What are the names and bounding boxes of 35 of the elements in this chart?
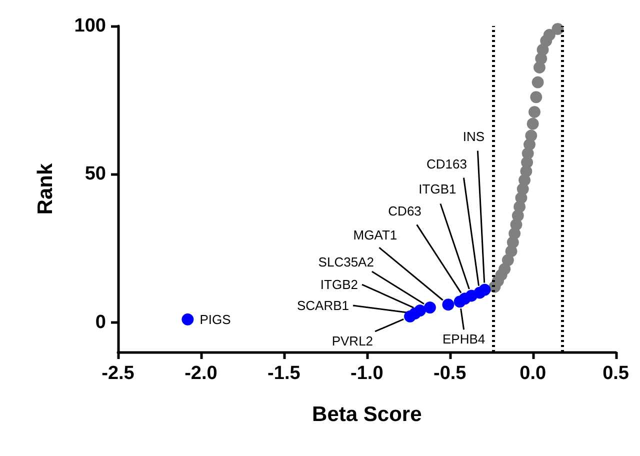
x-tick-label: -0.5 xyxy=(433,363,467,384)
point xyxy=(424,302,436,314)
y-tick-label: 100 xyxy=(74,16,106,36)
point xyxy=(530,91,542,104)
annotation: MGAT1 xyxy=(353,228,398,243)
point xyxy=(532,76,544,88)
x-tick-label: 0.5 xyxy=(602,363,630,384)
y-tick-label: 0 xyxy=(95,312,106,333)
x-tick-label: 0.0 xyxy=(520,363,546,384)
annotation: ITGB2 xyxy=(320,277,358,292)
annotation: EPHB4 xyxy=(442,332,486,347)
point xyxy=(414,304,426,317)
x-tick-label: -1.5 xyxy=(268,363,301,384)
annotation: PVRL2 xyxy=(332,333,374,348)
x-tick-label: -2.5 xyxy=(102,363,135,384)
y-axis-title: Rank xyxy=(34,163,57,215)
point xyxy=(526,118,539,130)
point xyxy=(552,22,564,35)
point xyxy=(525,130,538,142)
x-axis-title: Beta Score xyxy=(312,403,422,426)
annotation: PIGS xyxy=(200,312,232,327)
point xyxy=(478,284,491,296)
point xyxy=(528,106,540,118)
point xyxy=(442,298,454,311)
annotation: SLC35A2 xyxy=(318,254,374,270)
point xyxy=(182,313,194,326)
x-tick-label: -2.0 xyxy=(184,363,218,384)
annotation: INS xyxy=(462,128,485,144)
y-tick-label: 50 xyxy=(84,164,106,185)
point xyxy=(543,28,556,41)
annotation: ITGB1 xyxy=(418,182,456,197)
annotation: CD63 xyxy=(388,204,422,219)
annotation: CD163 xyxy=(426,156,467,172)
annotation: SCARB1 xyxy=(296,298,350,313)
x-tick-label: -1.0 xyxy=(350,363,384,384)
